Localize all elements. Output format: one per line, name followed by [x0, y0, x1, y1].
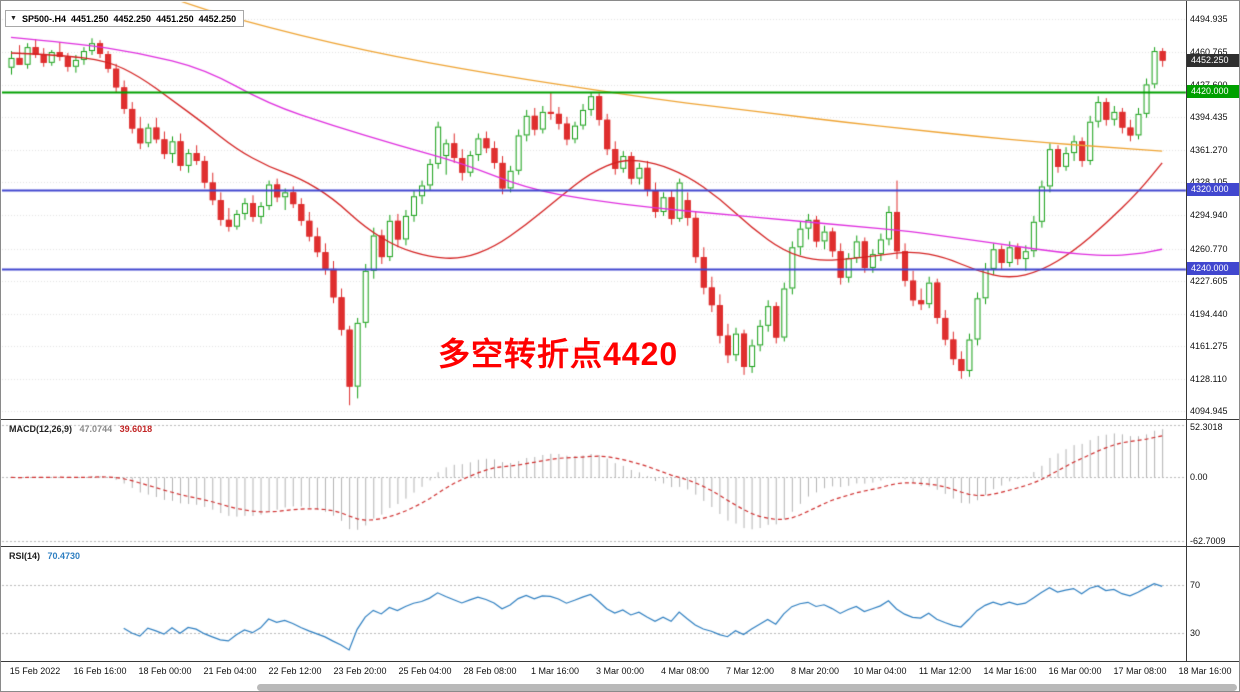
- chart-annotation-text: 多空转折点4420: [438, 336, 679, 372]
- ohlc-close: 4452.250: [198, 13, 237, 24]
- panel-separator-main-macd: [1, 419, 1239, 420]
- price-axis-separator: [1186, 1, 1187, 661]
- rsi-name: RSI(14): [9, 551, 41, 561]
- ohlc-high: 4452.250: [113, 13, 152, 24]
- macd-indicator-label: MACD(12,26,9) 47.0744 39.6018: [9, 424, 157, 434]
- collapse-icon[interactable]: ▼: [10, 15, 17, 22]
- macd-value-signal: 39.6018: [119, 424, 153, 434]
- panel-separator-time-axis: [1, 661, 1239, 662]
- rsi-value: 70.4730: [47, 551, 81, 561]
- symbol-info-box: ▼ SP500-.H4 4451.250 4452.250 4451.250 4…: [5, 10, 245, 27]
- panel-separator-macd-rsi: [1, 546, 1239, 547]
- ohlc-low: 4451.250: [156, 13, 194, 24]
- macd-value-main: 47.0744: [79, 424, 113, 434]
- symbol-name: SP500-.H4: [21, 13, 66, 24]
- macd-name: MACD(12,26,9): [9, 424, 73, 434]
- horizontal-scrollbar-thumb[interactable]: [257, 684, 1237, 691]
- ohlc-open: 4451.250: [70, 13, 109, 24]
- rsi-indicator-label: RSI(14) 70.4730: [9, 551, 85, 561]
